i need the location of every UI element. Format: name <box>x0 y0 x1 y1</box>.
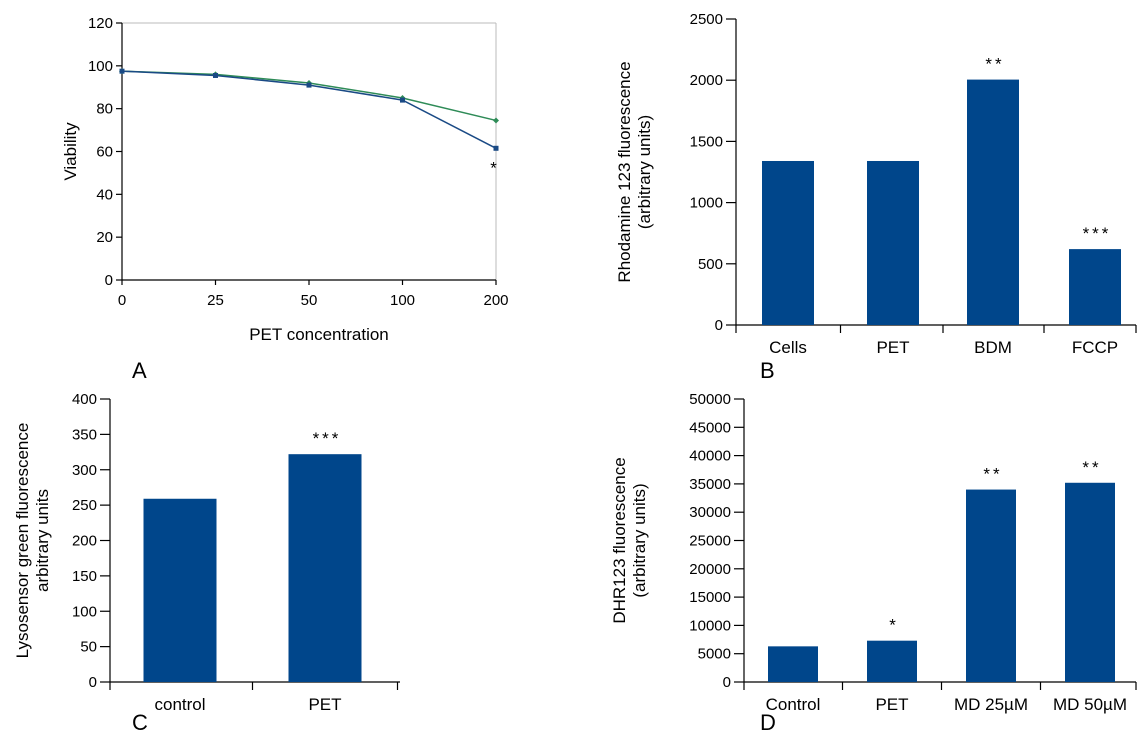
panel-b-category-label: Cells <box>769 338 807 357</box>
panel-b-significance-marker: ** <box>985 55 1004 74</box>
panel-a-significance-marker: * <box>490 158 500 177</box>
panel-d-significance-marker: ** <box>1082 458 1101 477</box>
panel-a-y-tick-label: 80 <box>96 101 113 118</box>
panel-a-y-axis-title: Viability <box>61 122 80 181</box>
panel-a-series-line <box>121 70 497 122</box>
panel-c-significance-marker: *** <box>313 429 342 448</box>
panel-b-y-tick-label: 500 <box>698 256 723 273</box>
panel-c-category-label: control <box>154 695 205 714</box>
panel-a-y-tick-label: 60 <box>96 144 113 161</box>
panel-b-letter: B <box>760 358 775 383</box>
panel-b-y-tick-label: 0 <box>715 317 723 334</box>
panel-d-significance-marker: * <box>889 616 899 635</box>
panel-b-category-label: PET <box>876 338 909 357</box>
panel-b-y-tick-label: 2500 <box>690 11 723 28</box>
panel-c-lysosensor-chart: 0 50 100 150 200 250 300 350 400 control PET *** Lys… <box>13 391 400 735</box>
panel-d-bar <box>1065 482 1115 682</box>
panel-a-data-point <box>400 97 405 103</box>
panel-d-category-label: PET <box>875 695 908 714</box>
panel-a-data-point <box>493 117 499 124</box>
panel-c-y-tick-label: 400 <box>72 391 97 408</box>
panel-b-category-label: BDM <box>974 338 1012 357</box>
panel-d-y-tick-label: 5000 <box>698 646 731 663</box>
panel-c-y-tick-label: 300 <box>72 462 97 479</box>
panel-b-significance-marker: *** <box>1083 224 1112 243</box>
panel-a-y-tick-label: 120 <box>88 15 113 32</box>
panel-c-y-tick-label: 150 <box>72 568 97 585</box>
panel-c-category-label: PET <box>308 695 341 714</box>
panel-c-y-tick-label: 350 <box>72 426 97 443</box>
panel-a-x-tick-label: 25 <box>207 292 224 309</box>
panel-a-letter: A <box>132 358 147 383</box>
panel-a-x-tick-label: 0 <box>118 292 126 309</box>
panel-c-y-axis-title: Lysosensor green fluorescencearbitrary u… <box>13 423 52 659</box>
panel-d-significance-marker: ** <box>983 465 1002 484</box>
panel-c-y-tick-label: 250 <box>72 497 97 514</box>
panel-d-dhr123-chart: 0 5000 10000 15000 20000 25000 30000 35000 40000… <box>610 391 1137 735</box>
panel-b-y-tick-label: 1000 <box>690 195 723 212</box>
panel-c-y-tick-label: 200 <box>72 533 97 550</box>
panel-d-y-tick-label: 30000 <box>689 504 731 521</box>
panel-b-y-axis-title: Rhodamine 123 fluorescence(arbitrary uni… <box>615 61 654 282</box>
panel-d-letter: D <box>760 710 776 735</box>
panel-a-x-tick-label: 50 <box>301 292 318 309</box>
panel-d-y-axis-title-line: DHR123 fluorescence <box>610 457 629 623</box>
panel-b-rhodamine-chart: 0 500 1000 1500 2000 2500 Cells PET BDM ** FCCP ***… <box>615 11 1137 383</box>
panel-d-y-tick-label: 45000 <box>689 419 731 436</box>
panel-a-data-point <box>213 72 218 78</box>
panel-a-data-point <box>493 145 499 151</box>
panel-a-data-point <box>306 82 312 88</box>
panel-c-y-axis-title-line: arbitrary units <box>33 489 52 592</box>
panel-d-y-tick-label: 40000 <box>689 448 731 465</box>
panel-c-y-tick-label: 0 <box>89 674 97 691</box>
panel-b-bar <box>867 160 919 325</box>
panel-d-category-label: Control <box>766 695 821 714</box>
panel-d-bar <box>966 489 1016 682</box>
panel-b-category-label: FCCP <box>1072 338 1118 357</box>
panel-a-x-axis-title: PET concentration <box>249 325 389 344</box>
panel-d-category-label: MD 25µM <box>954 695 1028 714</box>
panel-a-y-tick-label: 20 <box>96 229 113 246</box>
panel-c-y-axis-title-line: Lysosensor green fluorescence <box>13 423 32 659</box>
panel-d-y-tick-label: 50000 <box>689 391 731 408</box>
panel-a-data-point <box>119 68 125 74</box>
panel-b-bar <box>1069 249 1121 325</box>
panel-b-bar <box>967 79 1019 325</box>
panel-d-bar <box>768 646 818 682</box>
panel-d-y-tick-label: 20000 <box>689 561 731 578</box>
panel-c-bar <box>288 454 362 682</box>
panel-d-category-label: MD 50µM <box>1053 695 1127 714</box>
panel-d-y-axis-title: DHR123 fluorescence(arbitrary units) <box>610 457 649 623</box>
panel-a-viability-chart: 0 20 40 60 80 100 120 0 25 50 100 200 PET concentrat… <box>61 15 509 383</box>
panel-c-y-tick-label: 100 <box>72 603 97 620</box>
panel-d-y-tick-label: 0 <box>723 674 731 691</box>
panel-c-y-tick-label: 50 <box>80 639 97 656</box>
panel-b-y-axis-title-line: (arbitrary units) <box>635 115 654 229</box>
panel-a-x-tick-label: 100 <box>390 292 415 309</box>
panel-a-x-tick-label: 200 <box>483 292 508 309</box>
panel-d-bar <box>867 640 917 682</box>
panel-d-y-axis-title-line: (arbitrary units) <box>630 483 649 597</box>
panel-b-y-tick-label: 2000 <box>690 72 723 89</box>
panel-d-y-tick-label: 25000 <box>689 533 731 550</box>
panel-a-y-tick-label: 0 <box>105 272 113 289</box>
panel-d-y-tick-label: 35000 <box>689 476 731 493</box>
panel-c-bar <box>143 498 217 682</box>
panel-b-y-axis-title-line: Rhodamine 123 fluorescence <box>615 61 634 282</box>
panel-d-y-tick-label: 15000 <box>689 589 731 606</box>
panel-a-y-axis-title-line: Viability <box>61 122 80 181</box>
panel-b-y-tick-label: 1500 <box>690 133 723 150</box>
panel-b-bar <box>762 160 814 325</box>
panel-c-letter: C <box>132 710 148 735</box>
panel-a-y-tick-label: 40 <box>96 186 113 203</box>
panel-d-y-tick-label: 10000 <box>689 617 731 634</box>
panel-a-y-tick-label: 100 <box>88 58 113 75</box>
